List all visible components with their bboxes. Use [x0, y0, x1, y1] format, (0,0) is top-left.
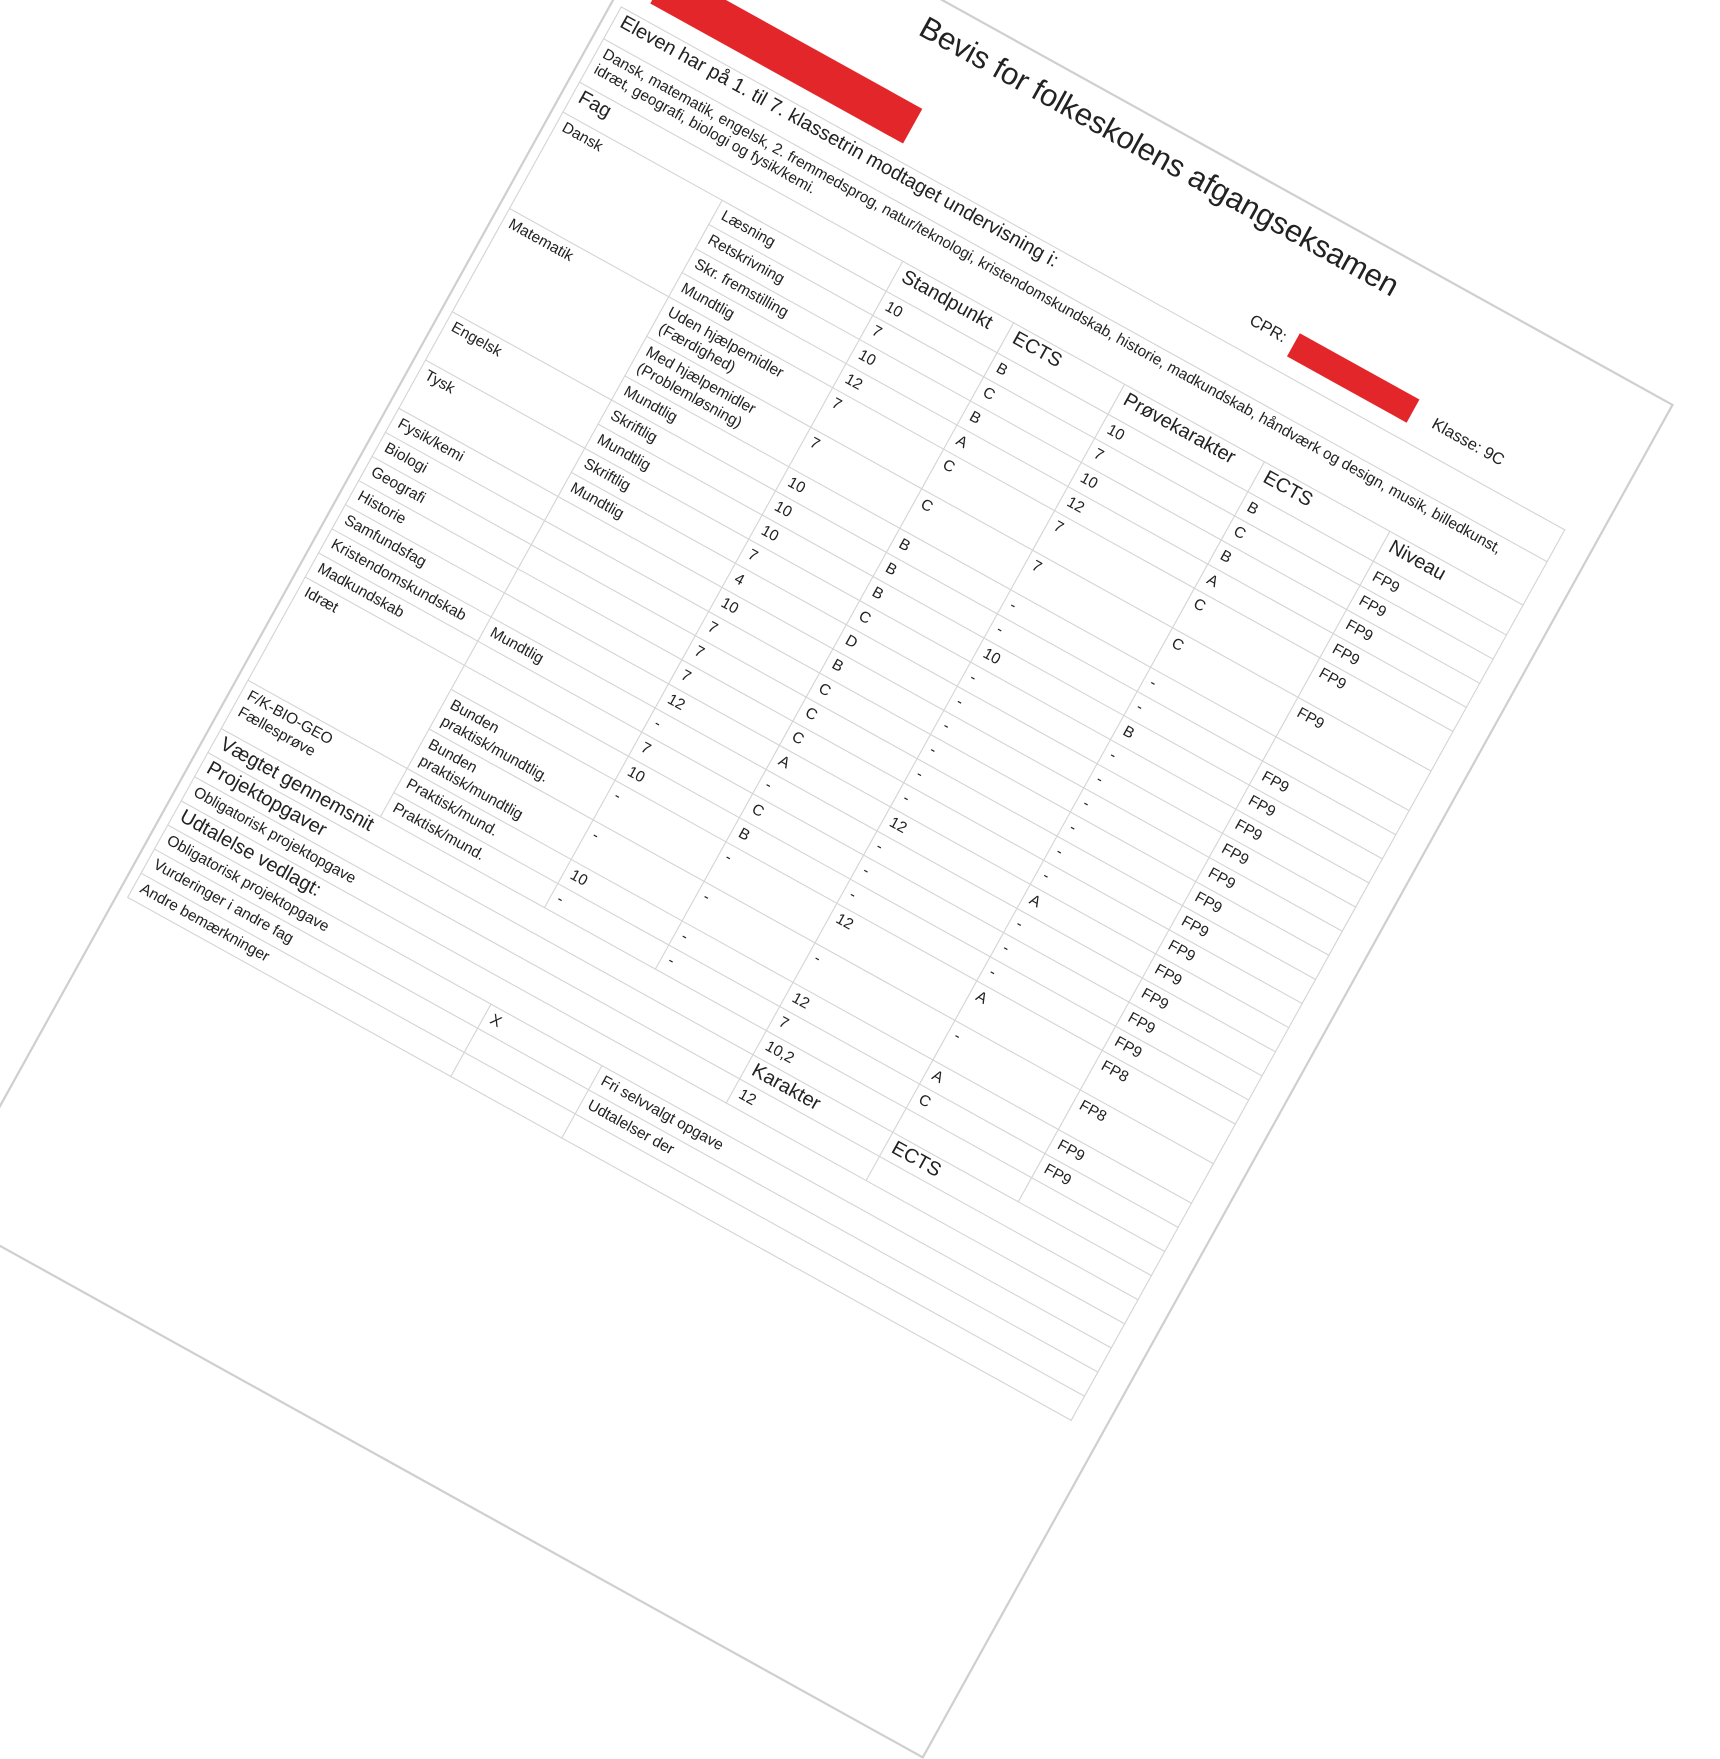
certificate-page: Bevis for folkeskolens afgangseksamen : … [0, 0, 1674, 1759]
cpr-label: CPR: [1246, 311, 1290, 347]
grades-table: Eleven har på 1. til 7. klassetrin modta… [127, 6, 1566, 1421]
